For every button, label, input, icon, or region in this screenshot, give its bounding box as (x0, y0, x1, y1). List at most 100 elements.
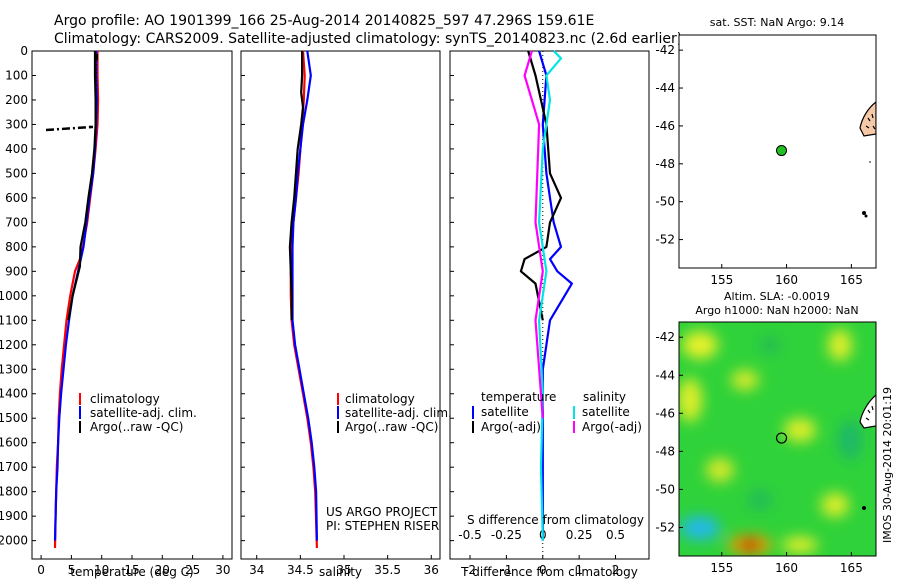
new-zealand-coast (859, 394, 876, 429)
x-tick-label: 35 (336, 563, 351, 577)
small-island (862, 211, 866, 215)
depth-tick-label: 900 (5, 264, 28, 278)
small-island (864, 214, 868, 218)
legend-climatology-label: climatology (90, 392, 160, 406)
map-y-tick-label: -52 (655, 520, 675, 534)
legend-s-argo-label: Argo(-adj) (582, 420, 642, 434)
map-y-tick-label: -44 (655, 81, 675, 95)
sla-map-title-line-2: Argo h1000: NaN h2000: NaN (695, 304, 858, 317)
x-tick-label: 0 (37, 563, 45, 577)
map-y-tick-label: -42 (655, 43, 675, 57)
depth-tick-label: 300 (5, 117, 28, 131)
imos-timestamp: IMOS 30-Aug-2014 20:01:19 (881, 387, 894, 543)
sla-cyan-patch (680, 516, 720, 540)
depth-tick-label: 200 (5, 93, 28, 107)
map-x-tick-label: 160 (775, 273, 798, 287)
series-line (538, 50, 574, 541)
small-island (869, 161, 871, 163)
secondary-x-tick-label: 0.5 (606, 528, 625, 542)
depth-tick-label: 800 (5, 240, 28, 254)
sla-argo-marker (775, 432, 788, 444)
x-tick-label: 35.5 (374, 563, 401, 577)
salinity-chart: 34 34.5 35 35.5 36 salinity (241, 50, 439, 579)
small-island (862, 506, 866, 510)
x-tick-label: 1 (575, 563, 583, 577)
depth-tick-label: 1300 (0, 362, 28, 376)
depth-tick-label: 1700 (0, 460, 28, 474)
series-line (53, 51, 100, 549)
salinity-legend: climatology satellite-adj. clim. Argo(..… (337, 392, 452, 434)
depth-tick-label: 1200 (0, 338, 28, 352)
sla-map-axes: 155 160 165 -42 -44 -46 -48 -50 -52 (655, 330, 862, 575)
sla-teal-patch (760, 337, 780, 353)
depth-tick-label: 500 (5, 166, 28, 180)
argo-location-dot (776, 145, 788, 157)
map-y-tick-label: -50 (655, 482, 675, 496)
sla-map: Altim. SLA: -0.0019 Argo h1000: NaN h200… (655, 290, 894, 575)
map-y-tick-label: -48 (655, 157, 675, 171)
x-tick-label: 34 (249, 563, 264, 577)
salinity-panel (240, 50, 441, 560)
map-y-tick-label: -46 (655, 406, 675, 420)
argo-mixed-layer-excursion (45, 125, 93, 132)
map-y-tick-label: -52 (655, 233, 675, 247)
legend-title-salinity: salinity (583, 390, 626, 404)
x-tick-label: -1 (500, 563, 512, 577)
sla-yellow-patch (782, 537, 818, 553)
pi-label: PI: STEPHEN RISER (326, 519, 439, 533)
x-tick-label: 36 (424, 563, 439, 577)
difference-legend: temperature salinity satellite Argo(-adj… (472, 390, 642, 434)
x-tick-label: 5 (68, 563, 76, 577)
map-y-tick-label: -46 (655, 119, 675, 133)
depth-tick-label: 1000 (0, 289, 28, 303)
series-line (67, 51, 97, 321)
secondary-x-tick-label: -0.5 (458, 528, 481, 542)
depth-tick-label: 1100 (0, 313, 28, 327)
temperature-legend: climatology satellite-adj. clim. Argo(..… (79, 392, 197, 434)
sst-map-title: sat. SST: NaN Argo: 9.14 (710, 16, 844, 29)
map-y-tick-label: -50 (655, 195, 675, 209)
depth-tick-label: 600 (5, 191, 28, 205)
sla-field (679, 322, 876, 556)
map-y-tick-label: -44 (655, 368, 675, 382)
sla-yellow-patch (828, 329, 852, 361)
legend-t-satellite-label: satellite (481, 405, 529, 419)
legend-argo-label: Argo(..raw -QC) (90, 420, 183, 434)
legend-title-temperature: temperature (481, 390, 556, 404)
map-x-tick-label: 160 (775, 561, 798, 575)
header-line-2: Climatology: CARS2009. Satellite-adjuste… (54, 31, 682, 47)
sla-map-frame (678, 321, 877, 557)
sla-yellow-patch (679, 378, 702, 422)
argo-near-surface-segment (45, 125, 92, 132)
sla-map-title-line-1: Altim. SLA: -0.0019 (724, 290, 830, 303)
legend-argo-label: Argo(..raw -QC) (345, 420, 438, 434)
map-x-tick-label: 165 (840, 561, 863, 575)
depth-tick-label: 0 (20, 44, 28, 58)
map-y-tick-label: -42 (655, 330, 675, 344)
legend-climatology-label: climatology (345, 392, 415, 406)
argo-location-circle (775, 432, 788, 444)
header-line-1: Argo profile: AO 1901399_166 25-Aug-2014… (54, 13, 594, 29)
depth-tick-label: 1400 (0, 387, 28, 401)
series-line (288, 51, 305, 321)
map-x-tick-label: 155 (710, 273, 733, 287)
sla-yellow-patch (784, 418, 816, 442)
x-tick-label: 30 (215, 563, 230, 577)
depth-tick-label: 400 (5, 142, 28, 156)
depth-tick-label: 1800 (0, 485, 28, 499)
x-tick-label: 34.5 (287, 563, 314, 577)
coast-hatching (865, 405, 874, 421)
depth-tick-label: 700 (5, 215, 28, 229)
map-x-tick-label: 165 (840, 273, 863, 287)
depth-tick-label: 1500 (0, 411, 28, 425)
legend-t-argo-label: Argo(-adj) (481, 420, 541, 434)
sla-teal-patch (748, 490, 772, 510)
sst-argo-marker (776, 145, 788, 157)
x-axis-label: salinity (319, 565, 362, 579)
legend-satellite-label: satellite-adj. clim. (345, 406, 452, 420)
series-line (291, 50, 318, 541)
map-x-tick-label: 155 (710, 561, 733, 575)
x-tick-label: -2 (464, 563, 476, 577)
x-tick-label: 25 (185, 563, 200, 577)
